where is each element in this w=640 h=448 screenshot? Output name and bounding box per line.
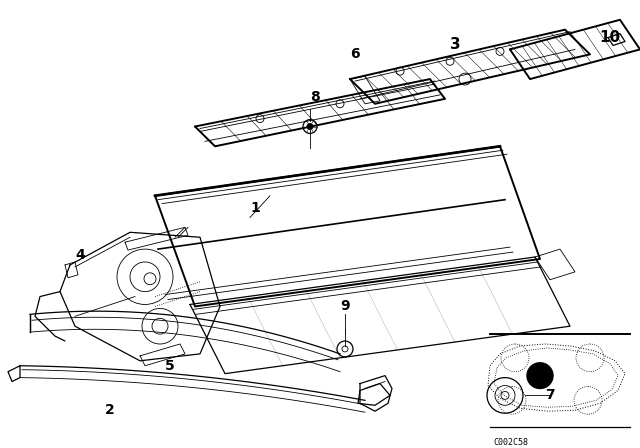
Text: 2: 2 (105, 403, 115, 417)
Text: 9: 9 (340, 299, 350, 314)
Text: 4: 4 (75, 248, 85, 262)
Text: 8: 8 (310, 90, 320, 104)
Text: 5: 5 (165, 359, 175, 373)
Text: 1: 1 (250, 201, 260, 215)
Text: 7: 7 (545, 388, 555, 402)
Text: 6: 6 (350, 47, 360, 61)
Text: C002C58: C002C58 (493, 438, 528, 447)
Circle shape (527, 363, 553, 388)
Text: 3: 3 (450, 37, 460, 52)
Text: 10: 10 (600, 30, 621, 45)
Circle shape (307, 124, 313, 129)
